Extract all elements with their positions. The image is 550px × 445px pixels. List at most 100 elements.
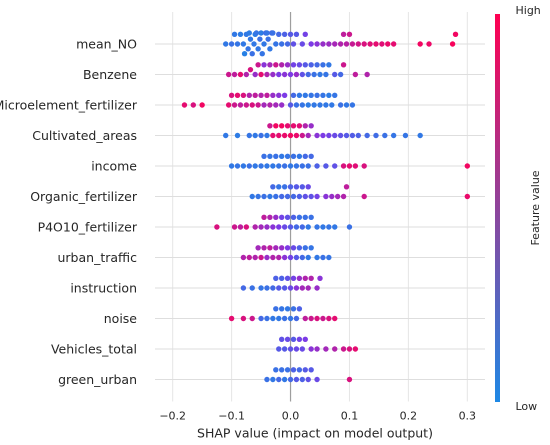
shap-point	[281, 163, 288, 169]
shap-point	[299, 132, 306, 139]
shap-point	[296, 245, 303, 251]
shap-point	[267, 153, 273, 159]
shap-point	[302, 123, 308, 129]
shap-point	[464, 193, 471, 200]
feature-label: Vehicles_total	[51, 342, 137, 357]
shap-point	[426, 41, 432, 47]
shap-point	[293, 224, 300, 230]
shap-point	[308, 315, 314, 322]
shap-point	[234, 132, 241, 139]
shap-point	[276, 315, 282, 322]
shap-point	[246, 30, 252, 36]
shap-point	[278, 306, 285, 312]
shap-point	[287, 102, 294, 108]
shap-point	[352, 71, 359, 78]
shap-point	[287, 254, 294, 261]
feature-row-lines	[155, 43, 485, 380]
shap-point	[252, 224, 258, 230]
shap-point	[293, 132, 300, 139]
shap-point	[246, 92, 252, 98]
shap-point	[326, 254, 332, 261]
shap-point	[284, 336, 291, 342]
shap-point	[247, 36, 254, 42]
shap-point	[302, 214, 308, 220]
shap-point	[449, 41, 456, 47]
shap-point	[270, 285, 276, 291]
shap-point	[308, 62, 314, 68]
shap-point	[332, 132, 338, 139]
shap-point	[293, 163, 300, 169]
shap-point	[290, 123, 297, 129]
shap-point	[234, 92, 241, 98]
shap-point	[243, 102, 250, 108]
shap-point	[290, 336, 297, 342]
shap-point	[340, 193, 347, 200]
shap-point	[247, 66, 254, 73]
shap-point	[290, 41, 297, 47]
shap-point	[332, 92, 338, 98]
shap-point	[278, 62, 285, 68]
shap-point	[305, 285, 311, 291]
shap-point	[261, 41, 267, 47]
shap-point	[255, 62, 261, 68]
shap-point	[261, 102, 267, 108]
shap-point	[290, 245, 297, 251]
shap-point	[240, 285, 247, 291]
shap-point	[281, 346, 288, 352]
shap-point	[258, 30, 264, 36]
shap-point	[349, 102, 356, 108]
shap-point	[252, 132, 258, 139]
shap-point	[299, 224, 306, 230]
shap-point	[281, 376, 288, 383]
shap-point	[308, 123, 314, 129]
shap-point	[270, 92, 276, 98]
shap-point	[223, 132, 229, 139]
shap-point	[314, 132, 320, 139]
shap-point	[302, 92, 308, 98]
shap-point	[290, 275, 297, 281]
shap-point	[278, 336, 285, 342]
shap-point	[287, 224, 294, 230]
shap-point	[281, 92, 288, 98]
shap-point	[270, 224, 276, 230]
shap-point	[255, 102, 261, 108]
shap-point	[417, 41, 423, 47]
shap-point	[323, 163, 329, 169]
shap-point	[281, 285, 288, 291]
shap-point	[264, 132, 270, 139]
shap-point	[326, 132, 332, 139]
shap-point	[305, 254, 311, 261]
shap-point	[225, 71, 232, 78]
shap-point	[264, 92, 270, 98]
feature-label: mean_NO	[76, 37, 137, 52]
shap-point	[276, 71, 282, 78]
shap-point	[261, 214, 267, 220]
shap-point	[270, 184, 276, 190]
shap-point	[296, 306, 303, 312]
shap-point	[382, 132, 388, 139]
shap-point	[340, 31, 347, 37]
shap-point	[320, 315, 326, 322]
shap-point	[305, 376, 311, 383]
shap-point	[290, 153, 297, 159]
shap-point	[379, 41, 385, 47]
shap-point	[258, 285, 264, 291]
shap-point	[332, 224, 338, 230]
shap-point	[281, 31, 288, 37]
shap-point	[281, 224, 288, 230]
x-axis-title: SHAP value (impact on model output)	[197, 426, 433, 441]
shap-point	[296, 153, 303, 159]
shap-point	[270, 71, 276, 78]
shap-point	[231, 71, 238, 78]
shap-point	[270, 254, 276, 261]
shap-point	[276, 254, 282, 261]
shap-point	[281, 71, 288, 78]
shap-point	[308, 193, 314, 200]
feature-label: instruction	[70, 281, 137, 296]
shap-point	[349, 41, 356, 47]
shap-point	[284, 153, 291, 159]
shap-point	[293, 71, 300, 78]
shap-point	[373, 41, 379, 47]
shap-point	[261, 153, 267, 159]
shap-point	[308, 275, 314, 281]
